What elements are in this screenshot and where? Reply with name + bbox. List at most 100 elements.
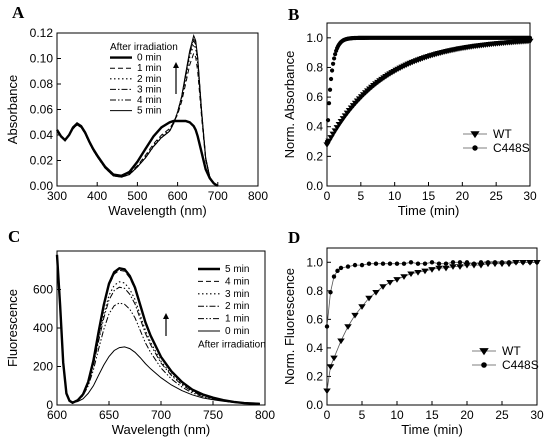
y-tick-label: 0.12 [30,26,54,40]
data-point-C448S [326,101,332,106]
legend-entry: 4 min [137,95,161,106]
data-point-C448S [478,260,484,265]
x-tick-label: 400 [87,189,107,203]
x-tick-label: 800 [248,189,268,203]
data-point-C448S [387,261,393,266]
legend-entry: 1 min [137,63,161,74]
data-point-C448S [464,260,470,265]
data-point-C448S [332,56,337,61]
x-tick-label: 5 [359,408,366,422]
data-point-C448S [436,261,442,266]
series-line-4-min [56,254,260,405]
x-tick-label: 500 [127,189,147,203]
y-axis-label: Fluorescence [5,289,20,367]
data-point-WT [372,290,380,296]
y-tick-label: 0.2 [306,149,323,163]
legend-entry: 2 min [225,301,249,312]
data-point-C448S [506,260,512,265]
x-axis-label: Time (min) [398,203,460,218]
data-point-C448S [366,261,372,266]
data-point-C448S [373,261,379,266]
data-point-WT [337,338,345,345]
data-point-WT [326,364,335,370]
data-point-C448S [401,261,407,266]
data-point-C448S [329,68,335,73]
legend-title: After irradiation [198,339,266,350]
y-tick-label: 0.02 [30,154,54,168]
data-point-WT [407,271,415,278]
legend-entry: 4 min [225,276,249,287]
data-point-WT [323,142,331,148]
y-tick-label: 0.8 [306,60,323,74]
x-tick-label: 20 [460,408,474,422]
plot-frame [326,22,531,187]
x-tick-label: 20 [456,189,470,203]
panel-a: 300 400 500 600 700 800 0.00 0.02 0.04 0.06 0.08 0.… [5,3,268,218]
arrow-head [173,62,179,68]
legend-entry: 5 min [225,264,249,275]
series-line-5-min [56,34,219,187]
x-tick-label: 25 [489,189,503,203]
y-tick-label: 0.0 [306,179,323,193]
data-point-WT [323,388,331,395]
data-point-C448S [345,264,351,269]
x-tick-label: 650 [99,408,119,422]
data-point-C448S [338,265,344,271]
data-point-C448S [335,268,340,274]
data-point-C448S [333,52,338,57]
panel-letter: A [12,3,25,22]
y-tick-label: 0.4 [306,341,323,355]
data-point-C448S [324,139,330,144]
data-point-C448S [325,118,331,123]
data-point-C448S [328,76,334,82]
data-point-C448S [352,262,358,268]
x-tick-label: 700 [208,189,228,203]
data-point-C448S [359,262,365,268]
y-tick-label: 0.00 [30,179,54,193]
series-line-0-min [55,119,219,188]
data-point-C448S [415,261,421,266]
data-point-C448S [330,61,336,66]
x-tick-label: 10 [388,189,402,203]
data-point-C448S [527,260,533,265]
panel-b: 0 5 10 15 20 25 30 0.0 0.2 0.4 0.6 0.8 1.0 Time (min)… [282,5,537,218]
x-tick-label: 0 [324,189,331,203]
y-tick-label: 0.6 [306,312,323,326]
data-point-C448S [408,260,414,265]
data-point-WT [435,265,443,272]
data-point-C448S [324,324,330,329]
data-point-C448S [471,261,477,266]
data-point-C448S [327,87,333,92]
data-point-C448S [492,260,498,265]
legend-entry: 2 min [137,74,161,85]
legend-marker [472,145,478,151]
data-point-WT [421,268,429,275]
data-point-WT [351,312,359,319]
data-point-C448S [331,274,337,279]
data-point-WT [456,264,464,270]
data-point-C448S [380,261,386,266]
data-point-WT [477,262,485,269]
y-tick-label: 400 [33,321,53,335]
data-point-WT [365,295,373,302]
y-tick-label: 1.0 [306,31,323,45]
x-tick-label: 600 [168,189,188,203]
data-point-WT [393,277,401,283]
data-point-WT [526,38,534,45]
data-point-C448S [520,260,526,265]
data-point-WT [358,304,366,310]
x-tick-label: 750 [203,408,223,422]
data-point-C448S [443,261,449,266]
data-point-C448S [457,260,463,265]
data-point-WT [344,324,352,330]
y-axis-label: Norm. Fluorescence [282,268,297,385]
x-tick-label: 300 [47,189,67,203]
y-tick-label: 0.2 [306,369,323,383]
legend-entry: 3 min [225,289,249,300]
legend-entry: 0 min [225,326,249,337]
data-point-C448S [485,260,491,265]
data-point-C448S [534,260,540,265]
data-point-C448S [527,35,533,40]
series-line-0-min [56,254,260,405]
